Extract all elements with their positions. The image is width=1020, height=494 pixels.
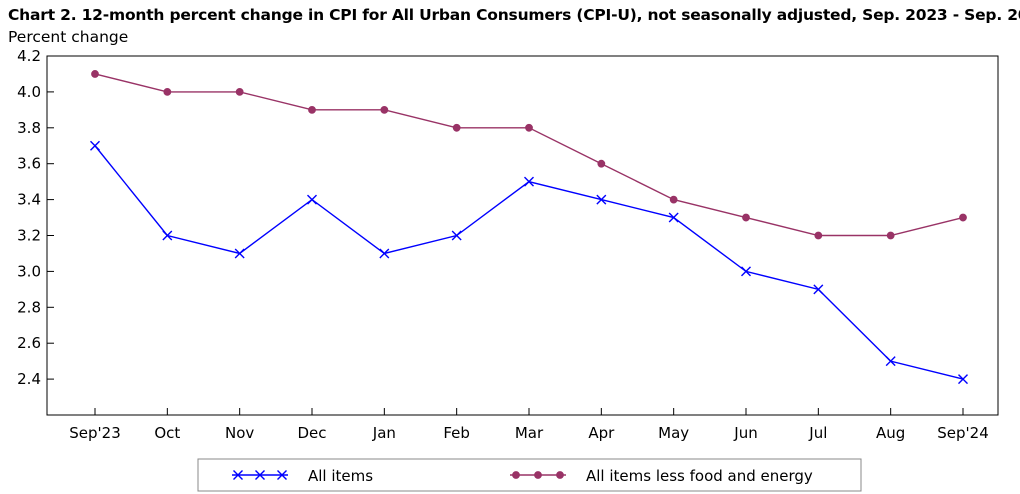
y-tick-label: 3.2 bbox=[17, 227, 41, 245]
data-point bbox=[234, 248, 245, 259]
y-axis: 2.4 2.6 2.8 3.0 3.2 3.4 3.6 3.8 4.0 4.2 bbox=[17, 47, 54, 388]
y-tick-label: 4.0 bbox=[17, 83, 41, 101]
x-tick-label: Aug bbox=[876, 424, 905, 442]
data-point bbox=[452, 123, 461, 132]
legend-item-1: All items less food and energy bbox=[510, 467, 813, 485]
x-tick-label: Sep'24 bbox=[937, 424, 988, 442]
data-point bbox=[235, 88, 244, 96]
data-point bbox=[668, 212, 679, 223]
series-1 bbox=[91, 70, 967, 240]
data-point bbox=[379, 248, 390, 259]
data-point bbox=[814, 231, 823, 240]
legend-swatch-marker bbox=[534, 471, 542, 479]
legend-label: All items bbox=[308, 467, 373, 485]
data-point bbox=[958, 374, 968, 385]
data-point bbox=[886, 231, 895, 240]
legend-swatch-marker bbox=[277, 470, 287, 480]
data-point bbox=[813, 284, 824, 295]
x-tick-label: Mar bbox=[515, 424, 544, 442]
data-point bbox=[741, 266, 751, 277]
x-tick-label: Nov bbox=[225, 424, 254, 442]
y-tick-label: 2.6 bbox=[17, 334, 41, 352]
y-tick-label: 3.4 bbox=[17, 191, 41, 209]
data-point bbox=[525, 123, 533, 132]
x-tick-label: Jul bbox=[808, 424, 827, 442]
y-tick-label: 2.8 bbox=[17, 298, 41, 316]
legend-item-0: All items bbox=[232, 467, 373, 485]
x-axis: Sep'23 Oct Nov Dec Jan Feb Mar Apr May Jun Jul Aug S… bbox=[69, 408, 989, 442]
series-layer bbox=[90, 70, 968, 385]
y-axis-label: Percent change bbox=[8, 28, 129, 46]
data-point bbox=[162, 230, 173, 241]
data-point bbox=[451, 230, 462, 241]
x-tick-label: Jun bbox=[733, 424, 757, 442]
series-0 bbox=[90, 140, 968, 385]
y-tick-label: 3.8 bbox=[17, 119, 41, 137]
legend-swatch-marker bbox=[255, 470, 265, 480]
data-point bbox=[597, 159, 606, 168]
data-point bbox=[91, 70, 99, 78]
data-point bbox=[380, 105, 389, 114]
data-point bbox=[524, 176, 534, 187]
legend-swatch-marker bbox=[233, 470, 243, 480]
data-point bbox=[669, 195, 678, 204]
legend-swatch-marker bbox=[512, 471, 520, 479]
y-tick-label: 3.6 bbox=[17, 155, 41, 173]
data-point bbox=[90, 140, 100, 151]
x-tick-label: Apr bbox=[588, 424, 615, 442]
data-point bbox=[742, 213, 750, 222]
legend: All items All items less food and energy bbox=[197, 458, 862, 492]
series-line bbox=[94, 73, 964, 237]
data-point bbox=[307, 194, 317, 205]
data-point bbox=[885, 356, 896, 367]
legend-swatch-marker bbox=[556, 471, 564, 479]
x-tick-label: Dec bbox=[297, 424, 326, 442]
chart-title: Chart 2. 12-month percent change in CPI … bbox=[8, 6, 1020, 24]
data-point bbox=[959, 213, 967, 222]
y-tick-label: 3.0 bbox=[17, 262, 41, 280]
x-tick-label: Jan bbox=[372, 424, 396, 442]
x-tick-label: Feb bbox=[443, 424, 470, 442]
x-tick-label: Oct bbox=[154, 424, 180, 442]
data-point bbox=[596, 194, 607, 205]
data-point bbox=[308, 105, 316, 114]
x-tick-label: Sep'23 bbox=[69, 424, 120, 442]
x-tick-label: May bbox=[658, 424, 689, 442]
y-tick-label: 4.2 bbox=[17, 47, 41, 65]
y-tick-label: 2.4 bbox=[17, 370, 41, 388]
data-point bbox=[163, 88, 172, 96]
legend-label: All items less food and energy bbox=[586, 467, 813, 485]
